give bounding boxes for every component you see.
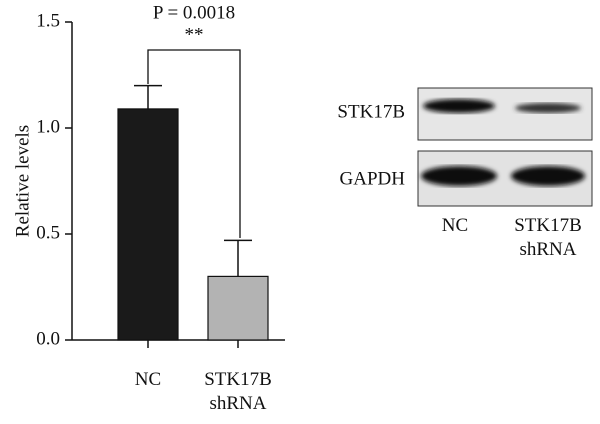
blot-band [515, 103, 581, 113]
blot-row-label: STK17B [337, 101, 405, 122]
blot-row-label: GAPDH [340, 168, 406, 189]
blot-panel [417, 87, 593, 141]
blot-lane-label: STK17B shRNA [514, 215, 582, 260]
y-axis-label: Relative levels [12, 125, 33, 237]
y-tick-label: 0.5 [36, 222, 60, 243]
bar [117, 108, 179, 341]
blot-band [511, 166, 585, 186]
x-tick-label: STK17B shRNA [204, 369, 272, 414]
y-tick-label: 0.0 [36, 328, 60, 349]
x-tick-label: NC [134, 369, 162, 390]
bar [207, 275, 269, 341]
y-tick-label: 1.5 [36, 10, 60, 31]
blot-band [421, 166, 497, 186]
significance-bracket [147, 49, 241, 238]
p-value: P = 0.0018 [153, 2, 235, 23]
significance-stars: ** [185, 24, 204, 45]
y-tick-label: 1.0 [36, 116, 60, 137]
blot-lane-label: NC [441, 215, 469, 236]
blot-band [423, 99, 495, 113]
